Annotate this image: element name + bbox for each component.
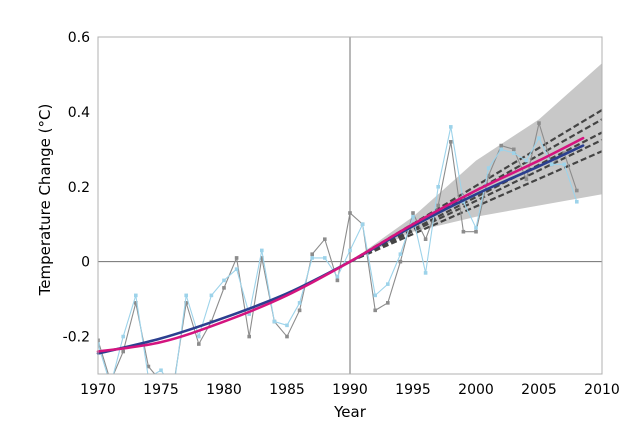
observed-blue-point [360, 222, 365, 227]
y-tick-label: 0 [81, 255, 90, 271]
x-tick-labels: 1970 1975 1980 1985 1990 1995 2000 2005 2010 [80, 382, 620, 398]
observed-blue-point [436, 184, 440, 189]
observed-blue-point [449, 125, 453, 129]
observed-gray-point [436, 203, 440, 208]
observed-gray-point [348, 211, 352, 215]
observed-blue-point [512, 151, 516, 155]
observed-gray-point [335, 278, 340, 283]
observed-blue-point [423, 271, 428, 275]
x-tick-label: 2005 [521, 382, 557, 398]
observed-gray-point [247, 334, 251, 339]
observed-blue-point [386, 282, 390, 286]
observed-gray-point [297, 308, 302, 313]
observed-blue-point [348, 248, 352, 253]
observed-blue-point [499, 147, 503, 152]
observed-blue-point [486, 166, 491, 170]
observed-gray-point [373, 308, 377, 313]
observed-blue-point [474, 226, 478, 230]
trend-series [96, 136, 585, 355]
observed-gray-point [524, 177, 529, 182]
projection-band-layer [350, 63, 602, 262]
y-tick-label: 0.4 [68, 105, 90, 121]
observed-gray-point [449, 140, 453, 144]
observed-blue-point [272, 319, 277, 324]
observed-gray-point [234, 256, 239, 260]
observed-gray-point [499, 143, 503, 148]
observed-gray-point [512, 147, 516, 152]
observed-blue-point [297, 301, 302, 305]
x-tick-label: 2000 [458, 382, 494, 398]
observed-gray-point [222, 286, 226, 290]
x-tick-label: 1975 [143, 382, 179, 398]
observed-blue-point [537, 136, 541, 140]
y-tick-label: 0.2 [68, 180, 90, 196]
x-axis-label: Year [333, 403, 367, 421]
trend-magenta-line [96, 136, 585, 353]
observed-gray-point [486, 173, 491, 178]
observed-blue-point [285, 323, 289, 328]
observed-gray-point [323, 237, 327, 241]
observed-gray-point [461, 229, 466, 234]
observed-blue-point [260, 248, 264, 253]
observed-gray-point [285, 334, 289, 339]
observed-blue-point [159, 368, 163, 373]
x-tick-label: 1990 [332, 382, 368, 398]
observed-gray-point [474, 229, 478, 234]
observed-series [98, 120, 579, 380]
x-tick-label: 1980 [206, 382, 242, 398]
observed-gray-point [411, 211, 415, 215]
observed-blue-point [234, 267, 239, 271]
observed-gray-point [537, 121, 541, 125]
observed-blue-point [197, 334, 201, 339]
x-tick-label: 2010 [584, 382, 620, 398]
observed-blue-point [524, 158, 529, 163]
observed-blue-point [398, 252, 403, 256]
observed-blue-point [222, 278, 226, 283]
y-axis-label: Temperature Change (°C) [36, 104, 54, 297]
x-tick-label: 1995 [395, 382, 431, 398]
observed-blue-point [373, 293, 377, 298]
observed-gray-point [310, 252, 314, 256]
y-tick-labels: -0.2 0 0.2 0.4 0.6 [63, 30, 90, 346]
observed-blue-point [411, 214, 415, 219]
x-tick-label: 1970 [80, 382, 116, 398]
observed-gray-point [386, 301, 390, 305]
projection-scenario-5 [349, 150, 603, 263]
x-tick-label: 1985 [269, 382, 305, 398]
observed-blue-point [323, 256, 327, 260]
observed-blue-point [121, 334, 125, 339]
observed-gray-point [134, 301, 138, 305]
observed-gray-point [260, 256, 264, 260]
observed-blue-point [575, 199, 579, 204]
observed-gray-point [423, 237, 428, 241]
projection-scenario-3 [349, 131, 603, 263]
observed-gray-point [98, 338, 100, 343]
observed-gray-point [121, 349, 125, 354]
y-tick-label: 0.6 [68, 30, 90, 46]
observed-blue-point [549, 162, 554, 167]
projection-scenario-4 [349, 138, 603, 263]
observed-gray-point [184, 301, 188, 305]
observed-blue-point [184, 293, 188, 298]
observed-blue-point [147, 376, 151, 380]
observed-gray-point [146, 364, 151, 369]
y-tick-label: -0.2 [63, 330, 90, 346]
observed-blue-point [209, 293, 214, 298]
observed-gray-point [398, 259, 403, 264]
observed-blue-point [310, 256, 314, 260]
plot-frame [97, 36, 603, 375]
observed-blue-point [98, 342, 100, 346]
projection-band [350, 63, 602, 262]
observed-gray-point [575, 188, 579, 193]
observed-blue-point [247, 312, 251, 316]
observed-blue-point [562, 162, 566, 167]
observed-gray-point [197, 342, 201, 346]
observed-blue-point [335, 274, 340, 279]
observed-blue-point [134, 293, 138, 298]
